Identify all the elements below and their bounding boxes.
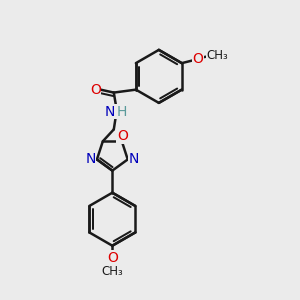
Text: O: O: [193, 52, 203, 66]
Text: O: O: [90, 82, 101, 97]
Text: O: O: [117, 129, 128, 143]
Text: N: N: [85, 152, 96, 166]
Text: O: O: [107, 251, 118, 265]
Text: N: N: [129, 152, 140, 166]
Text: CH₃: CH₃: [101, 265, 123, 278]
Text: CH₃: CH₃: [207, 49, 229, 62]
Text: N: N: [105, 105, 116, 119]
Text: H: H: [117, 105, 127, 119]
